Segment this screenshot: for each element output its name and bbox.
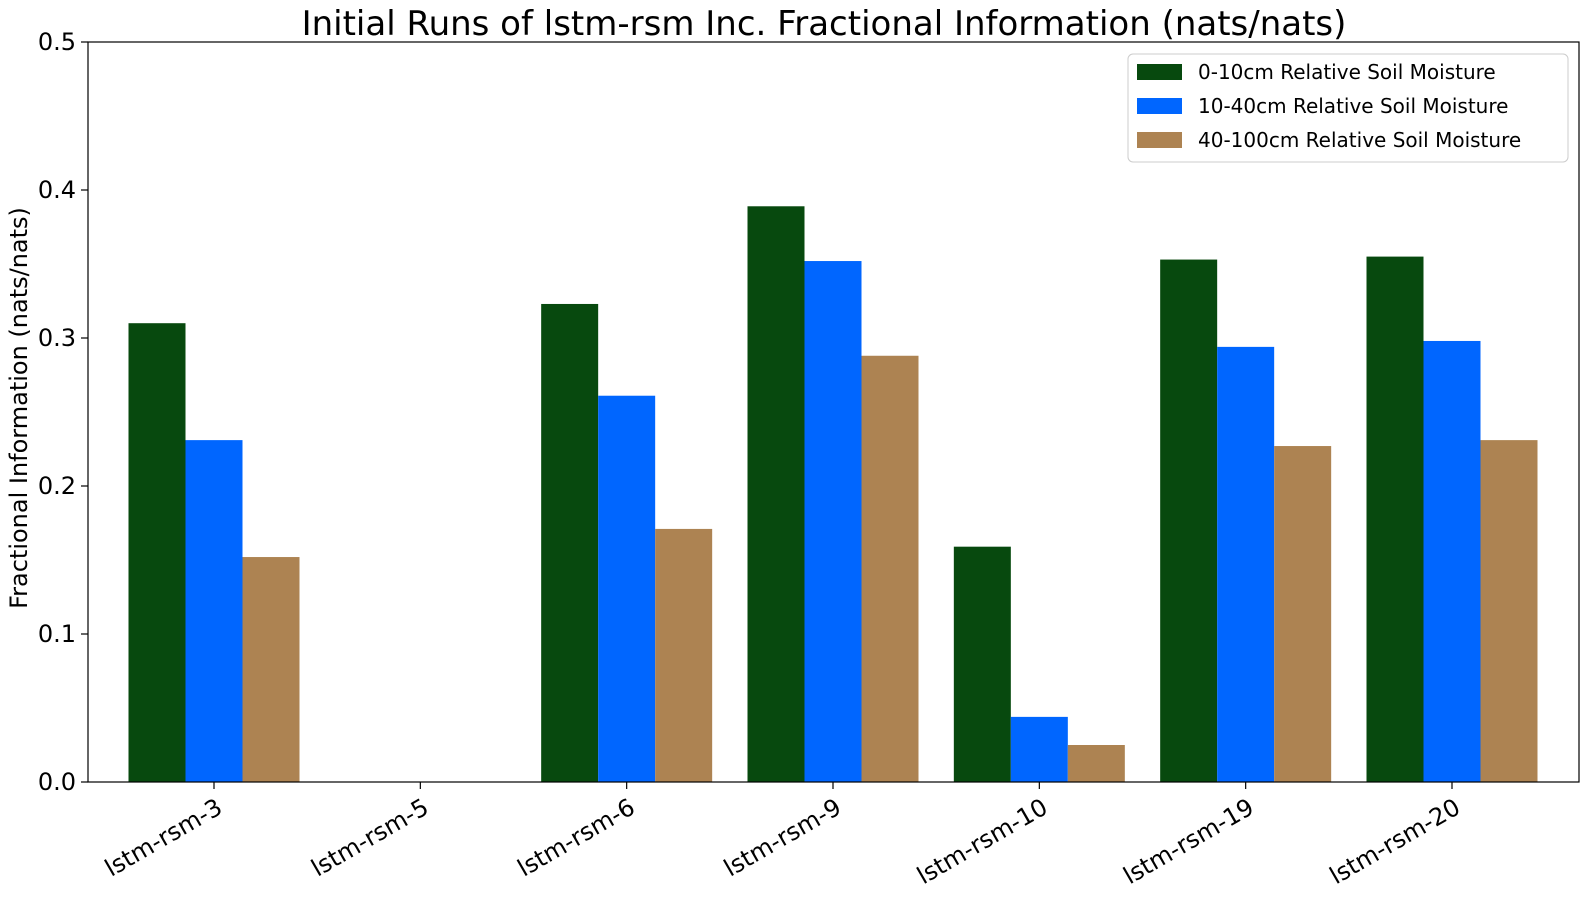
y-tick-label: 0.0 — [38, 768, 76, 796]
x-tick-label: lstm-rsm-19 — [1119, 793, 1259, 890]
y-tick-label: 0.1 — [38, 620, 76, 648]
y-tick-label: 0.4 — [38, 176, 76, 204]
x-tick-label: lstm-rsm-5 — [306, 793, 433, 882]
bar-lstm-rsm-6-series-1 — [541, 303, 599, 782]
legend-box — [1127, 53, 1569, 163]
bar-lstm-rsm-3-series-3 — [242, 557, 300, 782]
x-tick-label: lstm-rsm-3 — [100, 793, 227, 882]
bar-lstm-rsm-9-series-2 — [804, 261, 862, 782]
bar-lstm-rsm-19-series-3 — [1274, 446, 1332, 782]
bar-lstm-rsm-19-series-2 — [1217, 346, 1275, 782]
legend-swatch-series-1 — [1137, 64, 1182, 80]
legend-label-series-1: 0-10cm Relative Soil Moisture — [1198, 60, 1496, 84]
bar-lstm-rsm-20-series-3 — [1480, 440, 1538, 782]
bar-lstm-rsm-20-series-1 — [1366, 256, 1424, 783]
legend-label-series-2: 10-40cm Relative Soil Moisture — [1198, 94, 1508, 118]
legend-label-series-3: 40-100cm Relative Soil Moisture — [1198, 128, 1521, 152]
x-tick-label: lstm-rsm-10 — [912, 793, 1052, 890]
bar-lstm-rsm-9-series-3 — [861, 355, 919, 782]
bar-lstm-rsm-20-series-2 — [1423, 340, 1481, 782]
bar-lstm-rsm-10-series-3 — [1067, 745, 1125, 782]
x-axis: lstm-rsm-3 lstm-rsm-5 lstm-rsm-6 lstm-rsm-9… — [100, 782, 1465, 890]
legend-swatch-series-2 — [1137, 98, 1182, 114]
bars-layer — [128, 206, 1538, 783]
bar-lstm-rsm-6-series-2 — [598, 395, 656, 782]
bar-lstm-rsm-10-series-1 — [953, 546, 1011, 782]
bar-lstm-rsm-3-series-2 — [185, 440, 243, 782]
x-tick-label: lstm-rsm-6 — [513, 793, 640, 882]
chart-title: Initial Runs of lstm-rsm Inc. Fractional… — [302, 4, 1347, 44]
y-axis: 0.0 0.1 0.2 0.3 0.4 0.5 — [38, 28, 88, 796]
legend-swatch-series-3 — [1137, 132, 1182, 148]
bar-lstm-rsm-19-series-1 — [1160, 259, 1218, 782]
y-axis-label: Fractional Information (nats/nats) — [5, 207, 33, 609]
bar-lstm-rsm-3-series-1 — [128, 323, 186, 782]
y-tick-label: 0.5 — [38, 28, 76, 56]
y-tick-label: 0.3 — [38, 324, 76, 352]
bar-lstm-rsm-9-series-1 — [747, 206, 805, 782]
bar-lstm-rsm-10-series-2 — [1010, 716, 1068, 782]
legend: 0-10cm Relative Soil Moisture 10-40cm Rel… — [1127, 53, 1569, 163]
y-tick-label: 0.2 — [38, 472, 76, 500]
x-tick-label: lstm-rsm-9 — [719, 793, 846, 882]
x-tick-label: lstm-rsm-20 — [1325, 793, 1465, 890]
bar-lstm-rsm-6-series-3 — [655, 528, 713, 782]
